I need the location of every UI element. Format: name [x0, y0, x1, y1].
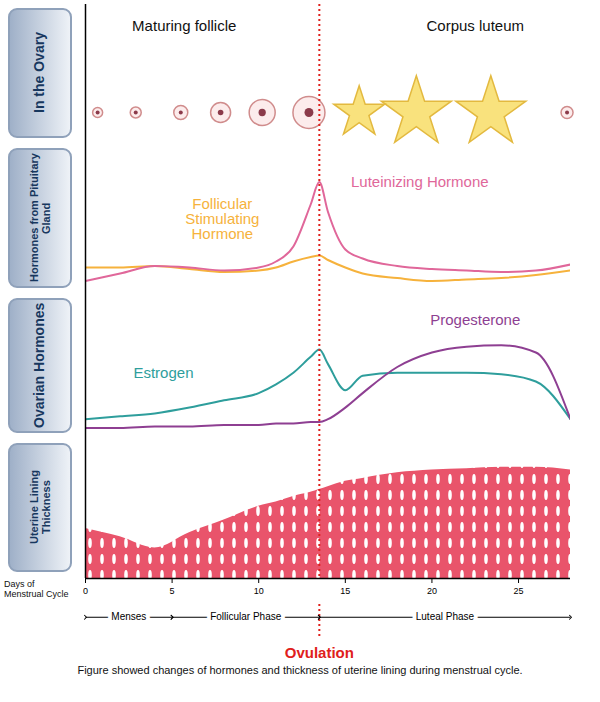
svg-text:Ovulation: Ovulation — [285, 644, 354, 661]
html-text:In the Ovary: In the Ovary — [31, 32, 48, 114]
svg-text:Maturing follicle: Maturing follicle — [132, 17, 236, 34]
svg-text:Corpus luteum: Corpus luteum — [426, 17, 524, 34]
svg-text:10: 10 — [254, 586, 264, 596]
svg-text:FollicularStimulatingHormone: FollicularStimulatingHormone — [185, 195, 259, 242]
html-text:Uterine Lining Thickness: Uterine Lining Thickness — [27, 470, 52, 545]
svg-text:5: 5 — [170, 586, 175, 596]
html-text:Figure showed changes of hormo: Figure showed changes of hormones and th… — [77, 664, 523, 676]
svg-text:Progesterone: Progesterone — [430, 311, 520, 328]
svg-text:20: 20 — [427, 586, 437, 596]
svg-text:Luteinizing Hormone: Luteinizing Hormone — [351, 173, 489, 190]
svg-text:25: 25 — [514, 586, 524, 596]
html-text:Days of Menstrual Cycle: Days of Menstrual Cycle — [4, 579, 69, 599]
svg-text:Menses: Menses — [111, 611, 146, 622]
svg-text:Luteal Phase: Luteal Phase — [416, 611, 475, 622]
svg-text:15: 15 — [340, 586, 350, 596]
svg-text:0: 0 — [83, 586, 88, 596]
svg-text:Estrogen: Estrogen — [133, 364, 193, 381]
html-text:Hormones from Pituitary Gland: Hormones from Pituitary Gland — [27, 153, 52, 283]
svg-text:Follicular Phase: Follicular Phase — [210, 611, 282, 622]
html-text:Ovarian Hormones: Ovarian Hormones — [31, 302, 48, 429]
